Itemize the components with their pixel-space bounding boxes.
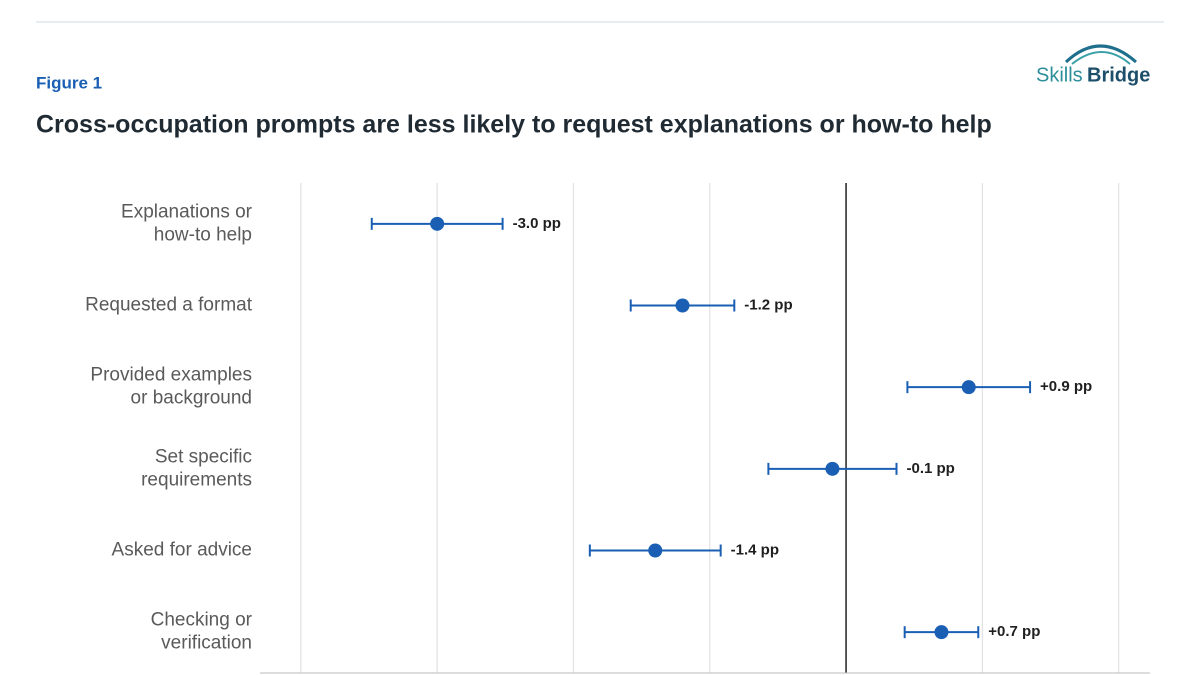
y-tick-label-line: Provided examples [90, 365, 252, 386]
value-label: -1.2 pp [744, 296, 792, 313]
logo-text: Bridge [1087, 64, 1150, 86]
y-tick-label: Asked for advice [112, 540, 252, 561]
point [430, 216, 445, 231]
value-label: -0.1 pp [906, 460, 954, 477]
value-label: +0.7 pp [988, 623, 1040, 640]
point [675, 298, 690, 313]
y-tick-label: Requested a format [85, 295, 253, 316]
y-tick-label-line: Checking or [151, 610, 253, 631]
point [648, 543, 663, 558]
y-tick-label-line: Requested a format [85, 295, 253, 316]
point [961, 380, 976, 395]
y-tick-label: Checking or verification [151, 610, 253, 654]
point [825, 461, 840, 476]
y-tick-label: Explanations or how-to help [121, 201, 253, 245]
y-tick-label: Provided examples or background [90, 365, 252, 409]
value-label: +0.9 pp [1040, 378, 1092, 395]
logo-arc [1064, 44, 1137, 64]
point [934, 625, 949, 640]
figure-label: Figure 1 [36, 73, 102, 92]
y-tick-label-line: or background [131, 388, 252, 409]
y-tick-label-line: Explanations or [121, 201, 253, 222]
logo-text: Skills [1036, 64, 1083, 86]
value-label: -1.4 pp [731, 541, 779, 558]
y-tick-label-line: Set specific [155, 446, 252, 467]
chart-title: Cross-occupation prompts are less likely… [36, 111, 992, 139]
y-tick-label-line: requirements [141, 469, 252, 490]
logo-arc [1071, 51, 1131, 65]
y-tick-label-line: how-to help [154, 224, 252, 245]
y-tick-label: Set specific requirements [141, 446, 252, 490]
y-tick-label-line: verification [161, 633, 252, 654]
value-label: -3.0 pp [513, 215, 561, 232]
y-tick-label-line: Asked for advice [112, 540, 252, 561]
